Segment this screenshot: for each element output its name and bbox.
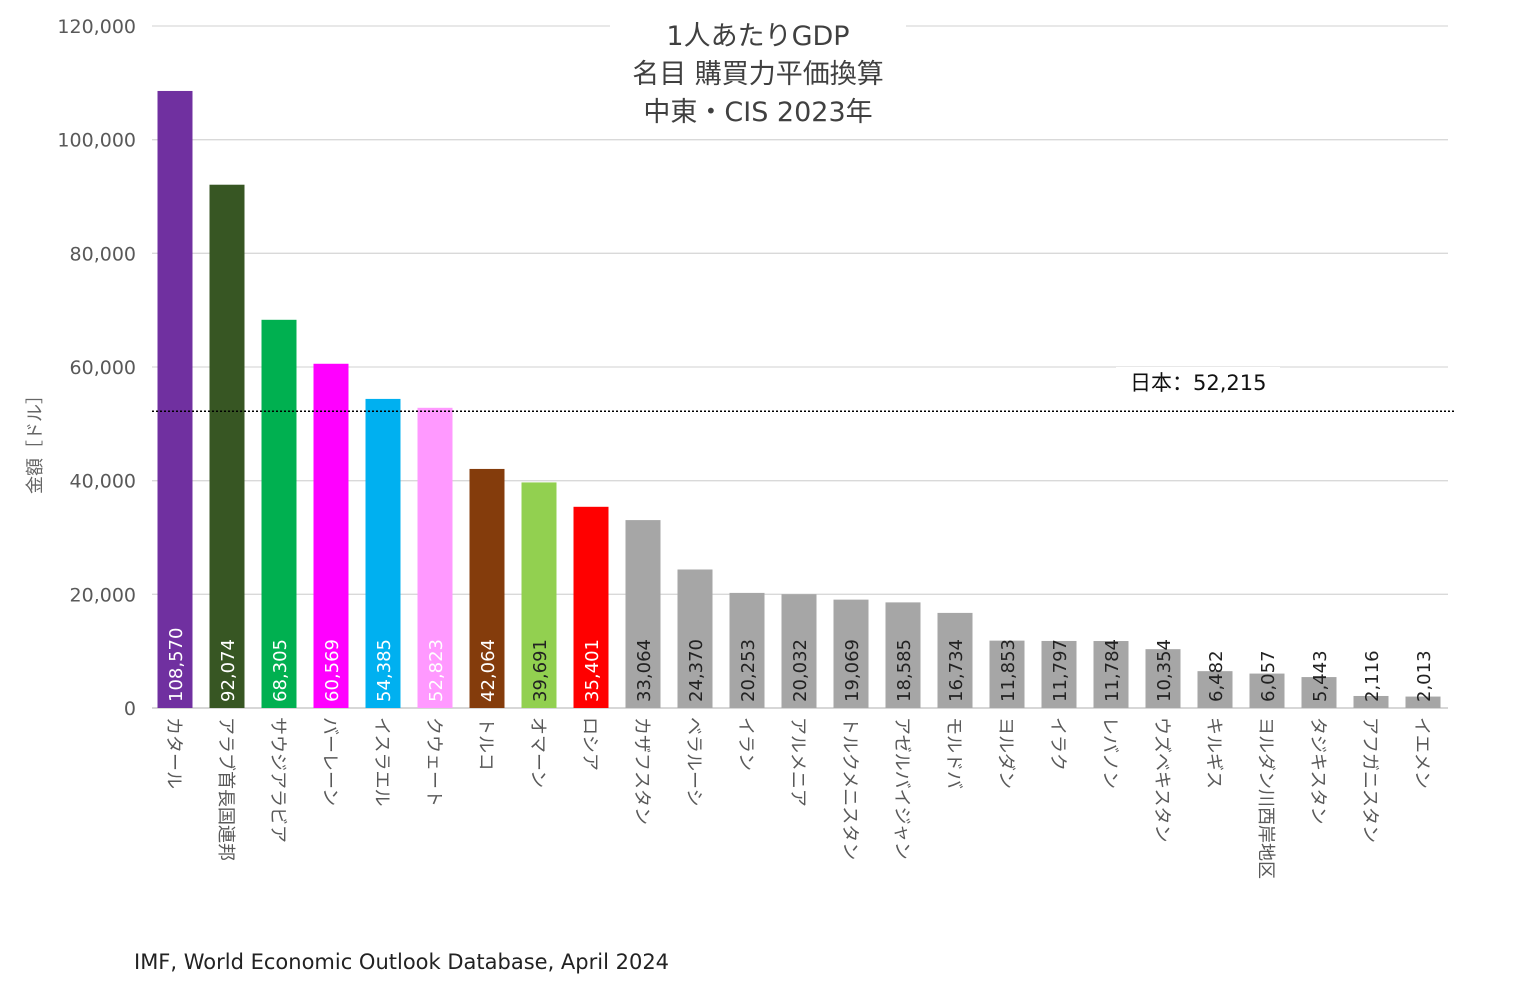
value-label: 20,032 (790, 639, 811, 702)
value-label: 24,370 (686, 639, 707, 702)
category-label: カタール (163, 717, 184, 789)
category-label: オマーン (527, 717, 548, 788)
category-label: イエメン (1411, 717, 1432, 789)
y-tick-labels: 0 20,000 40,000 60,000 80,000 100,000 120,000 (57, 16, 136, 720)
value-label: 52,823 (426, 639, 447, 702)
category-label: レバノン (1099, 717, 1120, 789)
bar (573, 506, 609, 708)
bar (261, 319, 297, 708)
value-label: 60,569 (322, 639, 343, 702)
category-label: アルメニア (787, 717, 808, 807)
category-label: クウェート (423, 717, 444, 807)
bar (1405, 696, 1441, 708)
chart-title-line-2: 名目 購買力平価換算 (632, 59, 884, 90)
category-label: バーレーン (319, 717, 340, 806)
bar (365, 398, 401, 708)
bar (625, 520, 661, 708)
bar (833, 599, 869, 708)
value-label: 5,443 (1310, 650, 1331, 702)
bar (313, 363, 349, 708)
value-label: 18,585 (894, 639, 915, 702)
chart-title-line-1: 1人あたりGDP (666, 21, 850, 52)
y-tick-label: 0 (124, 698, 136, 720)
value-label: 20,253 (738, 639, 759, 702)
bars (157, 90, 1441, 708)
bar (1197, 671, 1233, 708)
bar (1145, 649, 1181, 708)
category-label: イラク (1047, 717, 1068, 771)
category-label: ロシア (579, 717, 600, 771)
category-label: ベラルーシ (683, 717, 704, 807)
bar (781, 594, 817, 708)
value-label: 108,570 (166, 628, 187, 702)
y-tick-label: 80,000 (70, 243, 136, 265)
y-tick-label: 100,000 (57, 130, 136, 152)
value-label: 6,057 (1258, 650, 1279, 702)
y-axis-label: 金額［ドル］ (25, 386, 46, 494)
value-labels: 108,570 92,074 68,305 60,569 54,385 52,823 42,… (166, 628, 1435, 702)
y-tick-label: 60,000 (70, 357, 136, 379)
value-label: 2,116 (1362, 650, 1383, 702)
category-label: モルドバ (943, 717, 964, 789)
value-label: 68,305 (270, 639, 291, 702)
category-label: アゼルバイジャン (891, 717, 912, 860)
category-label: アフガニスタン (1359, 717, 1380, 843)
value-label: 19,069 (842, 639, 863, 702)
value-label: 2,013 (1414, 650, 1435, 702)
value-label: 6,482 (1206, 650, 1227, 702)
bar (937, 612, 973, 708)
value-label: 11,797 (1050, 639, 1071, 702)
y-tick-label: 120,000 (57, 16, 136, 38)
value-label: 35,401 (582, 639, 603, 702)
bar (521, 482, 557, 708)
category-label: ヨルダン (995, 717, 1016, 789)
category-label: サウジアラビア (267, 717, 288, 843)
chart-title: 1人あたりGDP 名目 購買力平価換算 中東・CIS 2023年 (610, 18, 906, 132)
y-tick-label: 20,000 (70, 584, 136, 606)
category-label: ヨルダン川西岸地区 (1255, 717, 1276, 879)
bar (989, 640, 1025, 708)
source-note: IMF, World Economic Outlook Database, Ap… (134, 950, 670, 974)
bar (885, 602, 921, 708)
value-label: 54,385 (374, 639, 395, 702)
category-labels: カタール アラブ首長国連邦 サウジアラビア バーレーン イスラエル クウェート トルコ オマー… (163, 717, 1432, 879)
category-label: トルクメニスタン (839, 717, 860, 860)
value-label: 39,691 (530, 639, 551, 702)
bar (1093, 641, 1129, 708)
bar (677, 569, 713, 708)
bar (729, 592, 765, 708)
category-label: アラブ首長国連邦 (215, 717, 237, 861)
value-label: 92,074 (218, 639, 239, 702)
y-tick-label: 40,000 (70, 471, 136, 493)
value-label: 33,064 (634, 639, 655, 702)
chart-title-line-3: 中東・CIS 2023年 (643, 97, 873, 128)
value-label: 16,734 (946, 639, 967, 702)
japan-reference-label: 日本：52,215 (1116, 367, 1281, 397)
value-label: 42,064 (478, 639, 499, 702)
bar (417, 407, 453, 708)
bar (1353, 695, 1389, 708)
bar (1041, 640, 1077, 708)
category-label: タジキスタン (1307, 717, 1328, 824)
category-label: カザフスタン (631, 717, 652, 825)
bar (209, 184, 245, 708)
bar (1301, 677, 1337, 708)
value-label: 11,784 (1102, 639, 1123, 702)
value-label: 10,354 (1154, 639, 1175, 702)
category-label: ウズベキスタン (1151, 717, 1172, 842)
bar (469, 468, 505, 708)
bar (1249, 673, 1285, 708)
category-label: イスラエル (371, 717, 392, 806)
category-label: トルコ (475, 717, 496, 771)
value-label: 11,853 (998, 639, 1019, 702)
category-label: キルギス (1203, 717, 1224, 789)
category-label: イラン (735, 717, 756, 771)
bar (157, 90, 193, 708)
